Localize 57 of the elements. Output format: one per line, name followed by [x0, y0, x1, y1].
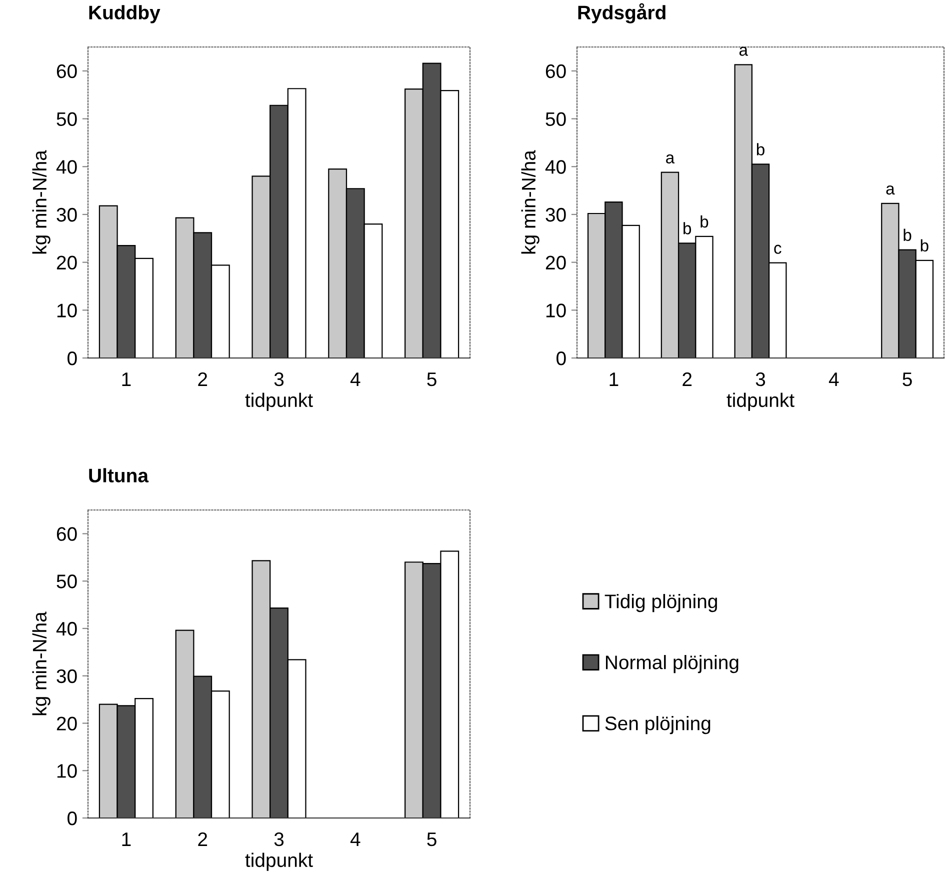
x-axis-title: tidpunkt [726, 392, 794, 411]
y-axis-title: kg min-N/ha [521, 150, 540, 254]
x-tick-label: 3 [274, 372, 284, 386]
y-tick-label: 50 [56, 112, 77, 126]
y-tick-label: 10 [57, 304, 77, 318]
x-tick-label: 4 [350, 832, 360, 846]
x-tick-label: 5 [427, 372, 436, 386]
y-tick-label: 40 [56, 622, 77, 636]
data-label: a [666, 154, 675, 164]
chart-title: Kuddby [89, 5, 160, 24]
y-tick-label: 50 [546, 112, 566, 126]
legend-label: Normal plöjning [606, 654, 738, 674]
y-tick-label: 40 [56, 160, 77, 174]
x-tick-label: 1 [122, 372, 131, 386]
legend-label: Sen plöjning [605, 716, 710, 734]
data-label: b [920, 239, 928, 252]
x-tick-label: 2 [682, 372, 692, 386]
y-tick-label: 60 [546, 64, 566, 78]
y-tick-label: 0 [68, 811, 77, 826]
y-axis-title: kg min-N/ha [32, 612, 50, 716]
x-tick-label: 1 [122, 832, 131, 846]
y-tick-label: 0 [68, 351, 77, 366]
x-axis-title: tidpunkt [245, 392, 313, 411]
data-label: c [774, 244, 782, 254]
x-tick-label: 1 [610, 372, 618, 386]
legend-label: Tidig plöjning [604, 594, 717, 612]
y-tick-label: 20 [546, 256, 566, 270]
y-tick-label: 30 [56, 669, 77, 684]
x-tick-label: 3 [274, 832, 284, 846]
y-tick-label: 60 [56, 527, 77, 541]
y-tick-label: 60 [56, 64, 77, 78]
y-tick-label: 20 [56, 256, 77, 270]
data-label: a [739, 46, 748, 56]
x-tick-label: 5 [902, 372, 912, 386]
chart-title: Ultuna [89, 468, 149, 482]
y-tick-label: 20 [56, 716, 77, 730]
x-tick-label: 3 [756, 372, 766, 386]
x-tick-label: 4 [350, 372, 360, 386]
data-label: b [904, 228, 912, 242]
y-tick-label: 10 [57, 764, 77, 778]
y-tick-label: 0 [556, 351, 566, 366]
x-tick-label: 5 [427, 832, 436, 846]
y-tick-label: 50 [56, 574, 77, 588]
data-label: b [700, 215, 708, 228]
data-label: b [756, 143, 764, 156]
data-label: b [684, 222, 692, 234]
x-tick-label: 4 [828, 372, 839, 386]
x-tick-label: 2 [198, 372, 208, 386]
x-axis-title: tidpunkt [245, 852, 313, 871]
chart-title: Rydsgård [578, 3, 666, 24]
y-tick-label: 30 [546, 208, 566, 222]
data-label: a [886, 185, 895, 195]
y-tick-label: 30 [56, 208, 77, 222]
y-tick-label: 40 [545, 160, 566, 174]
y-tick-label: 10 [546, 304, 566, 318]
x-tick-label: 2 [198, 832, 208, 846]
y-axis-title: kg min-N/ha [32, 150, 50, 254]
